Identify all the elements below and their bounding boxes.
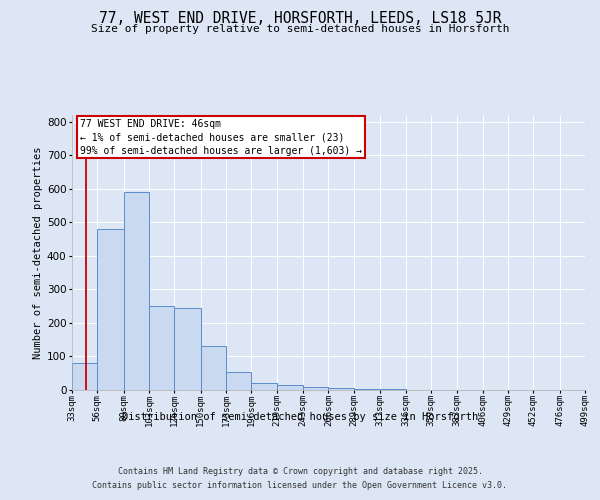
Bar <box>72 363 97 390</box>
Bar <box>329 388 354 390</box>
Bar <box>201 346 226 390</box>
Text: 77 WEST END DRIVE: 46sqm
← 1% of semi-detached houses are smaller (23)
99% of se: 77 WEST END DRIVE: 46sqm ← 1% of semi-de… <box>80 119 362 156</box>
Bar <box>251 384 277 390</box>
Text: Size of property relative to semi-detached houses in Horsforth: Size of property relative to semi-detach… <box>91 24 509 34</box>
Bar <box>226 372 251 390</box>
Text: Contains HM Land Registry data © Crown copyright and database right 2025.: Contains HM Land Registry data © Crown c… <box>118 468 482 476</box>
Y-axis label: Number of semi-detached properties: Number of semi-detached properties <box>32 146 43 359</box>
Bar <box>149 306 175 390</box>
Bar <box>97 229 124 390</box>
Text: Contains public sector information licensed under the Open Government Licence v3: Contains public sector information licen… <box>92 481 508 490</box>
Bar <box>175 308 201 390</box>
Bar <box>277 385 303 390</box>
Bar <box>354 389 380 390</box>
Bar <box>303 386 329 390</box>
Text: Distribution of semi-detached houses by size in Horsforth: Distribution of semi-detached houses by … <box>122 412 478 422</box>
Bar <box>124 192 149 390</box>
Text: 77, WEST END DRIVE, HORSFORTH, LEEDS, LS18 5JR: 77, WEST END DRIVE, HORSFORTH, LEEDS, LS… <box>99 11 501 26</box>
